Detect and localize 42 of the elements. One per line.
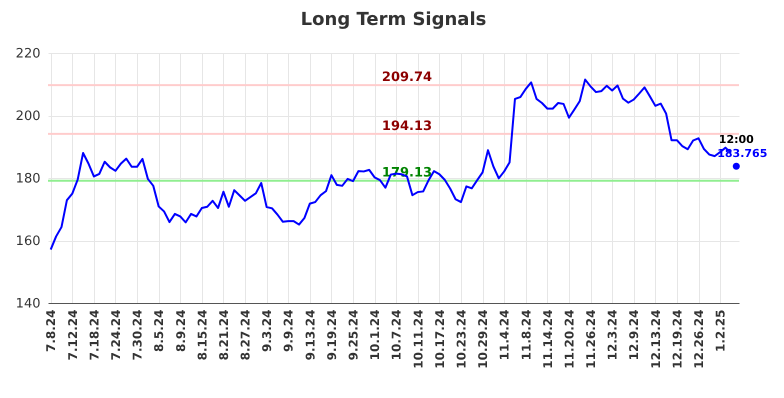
ref-line-label: 194.13 (382, 118, 432, 134)
x-tick-label: 11.8.24 (519, 310, 534, 360)
x-tick-label: 10.23.24 (454, 310, 468, 369)
x-tick-label: 7.12.24 (66, 310, 80, 360)
annotation: 12:00 (718, 133, 754, 146)
x-tick-label: 10.29.24 (476, 310, 490, 369)
x-tick-label: 12.3.24 (606, 310, 620, 360)
x-tick-label: 11.20.24 (562, 310, 576, 369)
y-tick-label: 180 (16, 172, 40, 186)
x-tick-label: 1.2.25 (714, 310, 728, 352)
x-tick-label: 11.26.24 (584, 310, 598, 369)
x-tick-label: 7.24.24 (108, 310, 123, 360)
x-tick-label: 11.4.24 (498, 310, 512, 360)
y-tick-label: 140 (16, 296, 40, 312)
x-tick-label: 7.30.24 (130, 310, 145, 360)
x-tick-label: 8.21.24 (216, 310, 231, 360)
x-tick-label: 9.9.24 (282, 310, 296, 352)
chart-title: Long Term Signals (300, 9, 486, 30)
x-tick-label: 8.15.24 (195, 310, 210, 360)
x-tick-label: 12.13.24 (648, 310, 663, 369)
x-tick-label: 8.5.24 (152, 310, 166, 352)
x-tick-label: 10.17.24 (432, 310, 447, 369)
x-tick-label: 9.19.24 (324, 310, 339, 360)
y-tick-label: 160 (16, 234, 40, 249)
x-tick-label: 9.13.24 (303, 310, 318, 360)
x-tick-label: 7.8.24 (44, 310, 58, 352)
x-tick-label: 12.9.24 (627, 310, 642, 360)
x-tick-label: 8.27.24 (238, 310, 253, 360)
x-tick-label: 10.11.24 (411, 310, 426, 369)
x-tick-label: 10.1.24 (368, 310, 382, 360)
ref-line-label: 179.13 (382, 166, 432, 181)
x-tick-label: 11.14.24 (540, 310, 555, 369)
x-tick-label: 12.26.24 (692, 310, 706, 369)
ref-line-label: 209.74 (382, 70, 432, 86)
x-tick-label: 10.7.24 (390, 310, 404, 360)
x-tick-label: 9.25.24 (346, 310, 361, 360)
x-tick-label: 12.19.24 (670, 310, 684, 369)
y-tick-label: 220 (16, 46, 40, 62)
x-tick-label: 9.3.24 (260, 310, 274, 352)
x-tick-label: 8.9.24 (174, 310, 188, 352)
y-tick-label: 200 (16, 109, 40, 124)
x-tick-label: 7.18.24 (87, 310, 102, 360)
